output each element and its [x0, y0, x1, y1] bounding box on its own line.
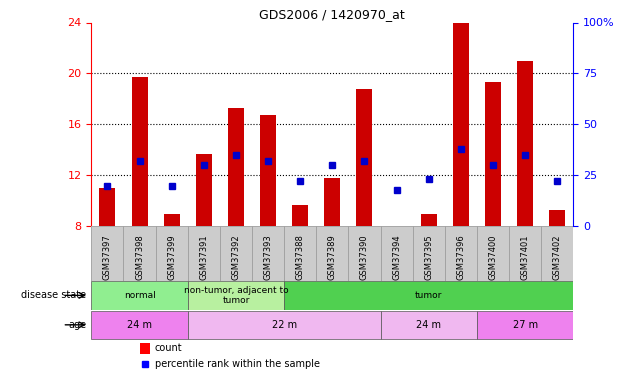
- Text: GSM37394: GSM37394: [392, 234, 401, 280]
- Text: count: count: [155, 344, 183, 353]
- Text: GSM37396: GSM37396: [456, 234, 466, 280]
- Title: GDS2006 / 1420970_at: GDS2006 / 1420970_at: [260, 8, 405, 21]
- Bar: [196, 154, 212, 226]
- Bar: [509, 226, 541, 280]
- Text: GSM37402: GSM37402: [553, 234, 562, 280]
- Text: GSM37398: GSM37398: [135, 234, 144, 280]
- Bar: [188, 311, 381, 339]
- Bar: [220, 226, 252, 280]
- Text: non-tumor, adjacent to
tumor: non-tumor, adjacent to tumor: [183, 286, 289, 305]
- Text: percentile rank within the sample: percentile rank within the sample: [155, 359, 320, 369]
- Bar: [316, 226, 348, 280]
- Text: GSM37399: GSM37399: [167, 234, 176, 280]
- Text: 22 m: 22 m: [272, 320, 297, 330]
- Text: 24 m: 24 m: [416, 320, 441, 330]
- Text: GSM37392: GSM37392: [231, 234, 241, 280]
- Bar: [541, 226, 573, 280]
- Text: GSM37390: GSM37390: [360, 234, 369, 280]
- Bar: [228, 108, 244, 226]
- Text: GSM37397: GSM37397: [103, 234, 112, 280]
- Bar: [188, 281, 284, 309]
- Text: GSM37393: GSM37393: [263, 234, 273, 280]
- Bar: [100, 188, 115, 226]
- Text: 24 m: 24 m: [127, 320, 152, 330]
- Bar: [140, 343, 150, 354]
- Bar: [284, 281, 573, 309]
- Bar: [164, 214, 180, 226]
- Text: GSM37401: GSM37401: [520, 234, 530, 280]
- Text: normal: normal: [123, 291, 156, 300]
- Bar: [549, 210, 565, 226]
- Text: disease state: disease state: [21, 290, 86, 300]
- Bar: [381, 311, 477, 339]
- Text: GSM37389: GSM37389: [328, 234, 337, 280]
- Bar: [445, 226, 477, 280]
- Bar: [252, 226, 284, 280]
- Text: 27 m: 27 m: [513, 320, 537, 330]
- Bar: [453, 22, 469, 227]
- Bar: [132, 77, 147, 226]
- Bar: [381, 226, 413, 280]
- Text: GSM37395: GSM37395: [424, 234, 433, 280]
- Bar: [389, 226, 404, 229]
- Bar: [188, 226, 220, 280]
- Bar: [348, 226, 381, 280]
- Bar: [477, 311, 573, 339]
- Bar: [91, 226, 573, 280]
- Text: GSM37400: GSM37400: [488, 234, 498, 280]
- Bar: [91, 311, 188, 339]
- Bar: [260, 116, 276, 226]
- Text: age: age: [69, 320, 86, 330]
- Bar: [477, 226, 509, 280]
- Bar: [292, 205, 308, 226]
- Bar: [156, 226, 188, 280]
- Bar: [485, 82, 501, 226]
- Bar: [517, 61, 533, 226]
- Text: GSM37391: GSM37391: [199, 234, 209, 280]
- Bar: [284, 226, 316, 280]
- Text: GSM37388: GSM37388: [295, 234, 305, 280]
- Bar: [357, 89, 372, 226]
- Bar: [91, 226, 123, 280]
- Bar: [91, 281, 188, 309]
- Bar: [324, 178, 340, 226]
- Bar: [123, 226, 156, 280]
- Text: tumor: tumor: [415, 291, 442, 300]
- Bar: [421, 214, 437, 226]
- Bar: [413, 226, 445, 280]
